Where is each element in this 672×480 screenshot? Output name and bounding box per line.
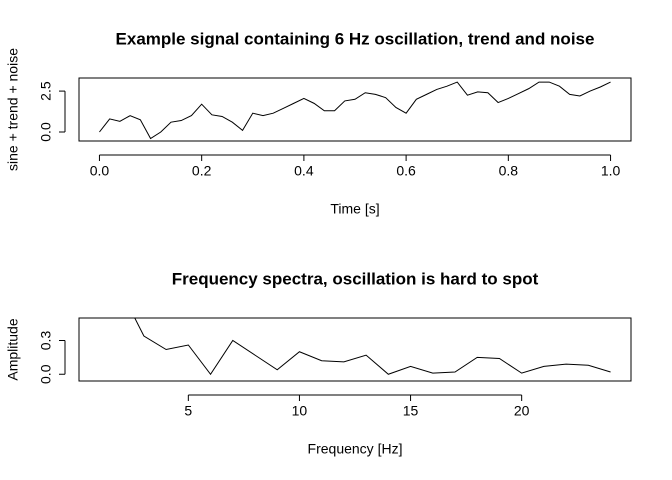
plot-box: [78, 77, 632, 142]
x-tick-label: 1.0: [601, 163, 621, 179]
x-tick-label: 0.6: [396, 163, 416, 179]
x-tick-label: 0.8: [499, 163, 519, 179]
x-tick-label: 0.2: [192, 163, 212, 179]
y-tick-label: 2.5: [38, 81, 54, 101]
x-axis-label: Time [s]: [330, 201, 379, 217]
data-line: [134, 318, 611, 376]
chart-title: Frequency spectra, oscillation is hard t…: [172, 269, 539, 288]
data-line: [99, 81, 611, 140]
x-tick-label: 0.4: [294, 163, 314, 179]
x-tick-label: 0.0: [90, 163, 110, 179]
plot-box: [78, 317, 632, 382]
x-tick-label: 10: [292, 403, 308, 419]
y-tick-label: 0.0: [38, 122, 54, 142]
x-tick-label: 15: [403, 403, 419, 419]
x-tick-label: 20: [514, 403, 530, 419]
y-axis-label: Amplitude: [5, 318, 21, 380]
y-tick-label: 0.3: [38, 331, 54, 351]
y-axis-label: sine + trend + noise: [5, 48, 21, 171]
x-tick-label: 5: [184, 403, 192, 419]
x-axis-label: Frequency [Hz]: [308, 441, 403, 457]
chart-title: Example signal containing 6 Hz oscillati…: [116, 29, 595, 48]
y-tick-label: 0.0: [38, 364, 54, 384]
